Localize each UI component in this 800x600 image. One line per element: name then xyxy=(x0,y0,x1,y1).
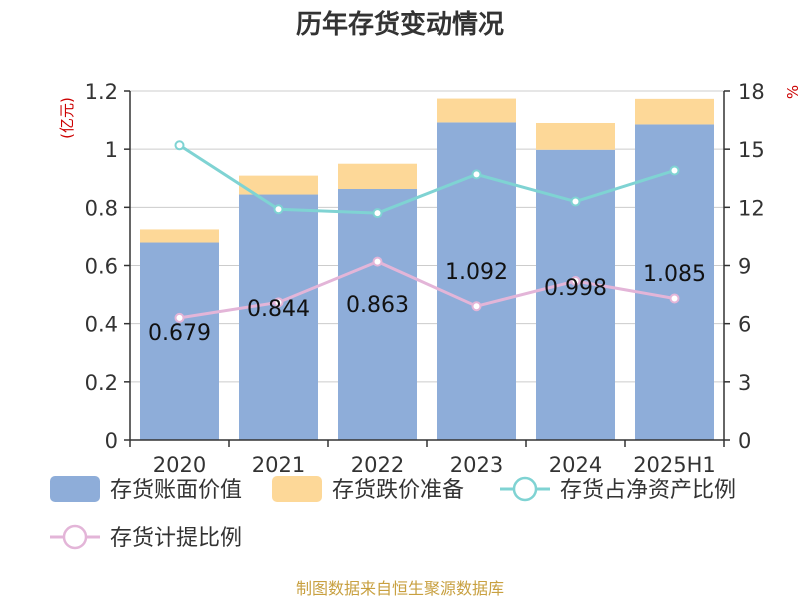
x-tick-label: 2025H1 xyxy=(633,453,716,477)
bar-book-value xyxy=(239,194,318,440)
right-tick-label: 12 xyxy=(738,196,765,220)
right-tick-label: 18 xyxy=(738,80,765,104)
x-tick-label: 2023 xyxy=(450,453,503,477)
x-tick-label: 2021 xyxy=(252,453,305,477)
line-provision-point xyxy=(273,297,284,308)
bar-impairment-reserve xyxy=(635,98,714,125)
line-provision-point xyxy=(372,256,383,267)
left-tick-label: 1.2 xyxy=(85,80,118,104)
legend-swatch-marker xyxy=(512,476,538,502)
bar-book-value xyxy=(338,189,417,440)
left-tick-label: 0.2 xyxy=(85,371,118,395)
legend-swatch-bar xyxy=(272,476,322,502)
line-ratio-path xyxy=(178,144,675,215)
legend-swatch-marker xyxy=(62,524,88,550)
chart-title: 历年存货变动情况 xyxy=(296,9,504,40)
bar-impairment-reserve xyxy=(437,98,516,123)
data-label: 0.844 xyxy=(247,297,310,322)
bar-impairment-reserve xyxy=(338,163,417,190)
source-note: 制图数据来自恒生聚源数据库 xyxy=(296,579,504,598)
data-labels: 0.679 0.844 0.863 1.092 0.998 1.085 xyxy=(148,260,706,346)
bar-impairment-reserve xyxy=(239,175,318,195)
line-ratio-point xyxy=(372,208,383,219)
line-provision-point xyxy=(570,276,581,287)
right-tick-label: 0 xyxy=(738,429,751,453)
bar-impairment-reserve xyxy=(140,229,219,243)
bars xyxy=(140,98,714,440)
right-tick-label: 6 xyxy=(738,313,751,337)
axes: 0 0.2 0.4 0.6 0.8 1 1.2 0 3 6 9 12 15 18 2020 2021 2022 2… xyxy=(85,80,765,477)
right-tick-label: 3 xyxy=(738,371,751,395)
data-label: 0.998 xyxy=(544,276,607,301)
line-provision-point xyxy=(669,293,680,304)
line-ratio-point xyxy=(570,196,581,207)
left-tick-label: 0.4 xyxy=(85,313,118,337)
line-ratio-point xyxy=(669,165,680,176)
left-tick-label: 0.8 xyxy=(85,196,118,220)
bar-book-value xyxy=(140,242,219,440)
left-axis-unit: (亿元) xyxy=(58,97,76,139)
right-tick-label: 9 xyxy=(738,255,751,279)
data-label: 0.679 xyxy=(148,321,211,346)
line-ratio-point xyxy=(273,204,284,215)
legend-swatch-bar xyxy=(50,476,100,502)
data-label: 1.092 xyxy=(445,260,508,285)
left-tick-label: 0 xyxy=(105,429,118,453)
left-tick-label: 0.6 xyxy=(85,255,118,279)
x-tick-label: 2020 xyxy=(153,453,206,477)
lines xyxy=(174,140,680,323)
left-tick-label: 1 xyxy=(105,138,118,162)
x-tick-label: 2022 xyxy=(351,453,404,477)
data-label: 1.085 xyxy=(643,262,706,287)
right-tick-label: 15 xyxy=(738,138,765,162)
data-label: 0.863 xyxy=(346,293,409,318)
legend-label: 存货占净资产比例 xyxy=(560,478,736,503)
bar-impairment-reserve xyxy=(536,122,615,150)
legend-label: 存货跌价准备 xyxy=(332,478,464,503)
line-provision-point xyxy=(471,301,482,312)
line-provision-path xyxy=(179,259,675,320)
line-ratio-point xyxy=(471,169,482,180)
line-provision-point xyxy=(174,312,185,323)
legend-label: 存货账面价值 xyxy=(110,478,242,503)
x-tick-label: 2024 xyxy=(549,453,602,477)
bar-book-value xyxy=(635,124,714,440)
right-axis-unit: % xyxy=(784,85,800,99)
line-ratio-point xyxy=(174,140,185,151)
legend-label: 存货计提比例 xyxy=(110,526,242,551)
grid xyxy=(130,90,724,383)
